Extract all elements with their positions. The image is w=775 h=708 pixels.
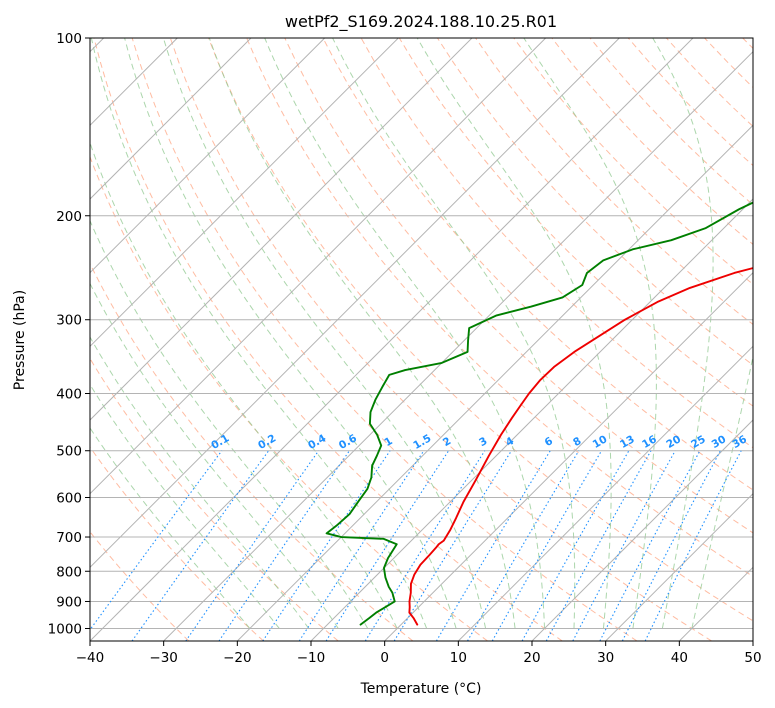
isotherm-line [90, 38, 252, 200]
mixing-ratio-line [393, 450, 512, 641]
mixing-ratio-line [185, 450, 320, 641]
mixing-ratio-line [90, 450, 223, 631]
mixing-ratio-line [364, 450, 486, 641]
dry-adiabat-line [90, 262, 414, 641]
chart-title: wetPf2_S169.2024.188.10.25.R01 [285, 12, 557, 32]
moist-adiabat-line [90, 219, 369, 629]
moist-adiabat-line [523, 38, 657, 629]
moist-adiabat-line [90, 336, 310, 629]
mixing-ratio-line [621, 450, 721, 641]
isotherm-line [457, 345, 753, 641]
temperature-profile-line [408, 267, 753, 626]
dry-adiabat-line [208, 38, 753, 622]
moist-adiabat-line [90, 427, 251, 629]
x-tick-label: 40 [671, 650, 688, 666]
isotherm-line [310, 198, 753, 641]
moist-adiabat-line [90, 38, 428, 629]
dry-adiabat-line [93, 38, 563, 641]
isobar-gridlines [90, 38, 753, 629]
isotherm-line [90, 38, 694, 641]
dry-adiabat-line [90, 446, 264, 641]
moist-adiabat-line [691, 354, 753, 629]
dry-adiabat-line [322, 38, 753, 491]
moist-adiabat-line [90, 141, 398, 629]
y-tick-label: 800 [56, 564, 82, 580]
mixing-ratio-line [262, 450, 391, 641]
isotherm-line [90, 38, 326, 274]
mixing-ratio-line [325, 450, 450, 641]
x-axis-label: Temperature (°C) [360, 681, 482, 697]
isotherm-line [90, 38, 399, 348]
x-tick-label: 10 [450, 650, 467, 666]
sounding-profiles [325, 201, 753, 626]
y-tick-label: 700 [56, 530, 82, 546]
mixing-ratio-line [491, 450, 602, 641]
dry-adiabat-line [513, 38, 753, 285]
isotherm-line [90, 38, 473, 421]
isotherm-lines [90, 38, 753, 641]
mixing-ratio-line [298, 450, 425, 641]
dry-adiabat-line [475, 38, 753, 325]
dry-adiabat-line [284, 38, 753, 534]
y-axis-label: Pressure (hPa) [12, 290, 28, 390]
x-tick-label: 30 [597, 650, 614, 666]
y-tick-label: 600 [56, 490, 82, 506]
isotherm-line [236, 124, 753, 641]
y-tick-label: 200 [56, 209, 82, 225]
moist-adiabat-line [652, 38, 714, 629]
moist-adiabat-line [208, 38, 516, 629]
mixing-ratio-line [218, 450, 350, 641]
moist-adiabat-line [162, 38, 487, 629]
plot-frame [89, 37, 754, 642]
y-tick-label: 400 [56, 387, 82, 403]
dry-adiabat-line [246, 38, 753, 578]
x-tick-label: −10 [297, 650, 326, 666]
x-tick-label: 0 [380, 650, 389, 666]
dewpoint-profile-line [325, 201, 753, 626]
moist-adiabat-line [124, 38, 457, 629]
mixing-ratio-line [131, 450, 270, 641]
mixing-ratio-line [644, 450, 742, 641]
moist-adiabat-line [90, 383, 280, 629]
mixing-ratio-line [521, 450, 630, 641]
moist-adiabat-line [416, 38, 612, 629]
y-tick-label: 900 [56, 594, 82, 610]
y-tick-label: 1000 [48, 621, 82, 637]
moist-adiabat-line [90, 282, 339, 629]
x-tick-label: 50 [744, 650, 761, 666]
mixing-ratio-lines [90, 450, 742, 641]
y-axis: 100 200 300 400 500 600 700 800 900 1000 [48, 31, 90, 637]
y-tick-label: 300 [56, 313, 82, 329]
mixing-ratio-line [545, 450, 652, 641]
dry-adiabat-line [90, 357, 339, 641]
isotherm-line [605, 492, 753, 641]
isotherm-line [384, 271, 753, 641]
x-tick-label: 20 [523, 650, 540, 666]
moist-adiabats [90, 38, 753, 629]
x-tick-label: −20 [223, 650, 252, 666]
x-axis: −40 −30 −20 −10 0 10 20 30 40 50 [76, 641, 762, 666]
y-tick-label: 500 [56, 444, 82, 460]
dry-adiabat-line [169, 38, 712, 641]
isotherm-line [531, 419, 753, 641]
isotherm-line [163, 50, 753, 641]
x-tick-label: −30 [149, 650, 178, 666]
isotherm-line [90, 38, 620, 569]
moist-adiabat-line [264, 38, 546, 629]
isotherm-line [90, 38, 547, 495]
x-tick-label: −40 [76, 650, 105, 666]
y-tick-label: 100 [56, 31, 82, 47]
